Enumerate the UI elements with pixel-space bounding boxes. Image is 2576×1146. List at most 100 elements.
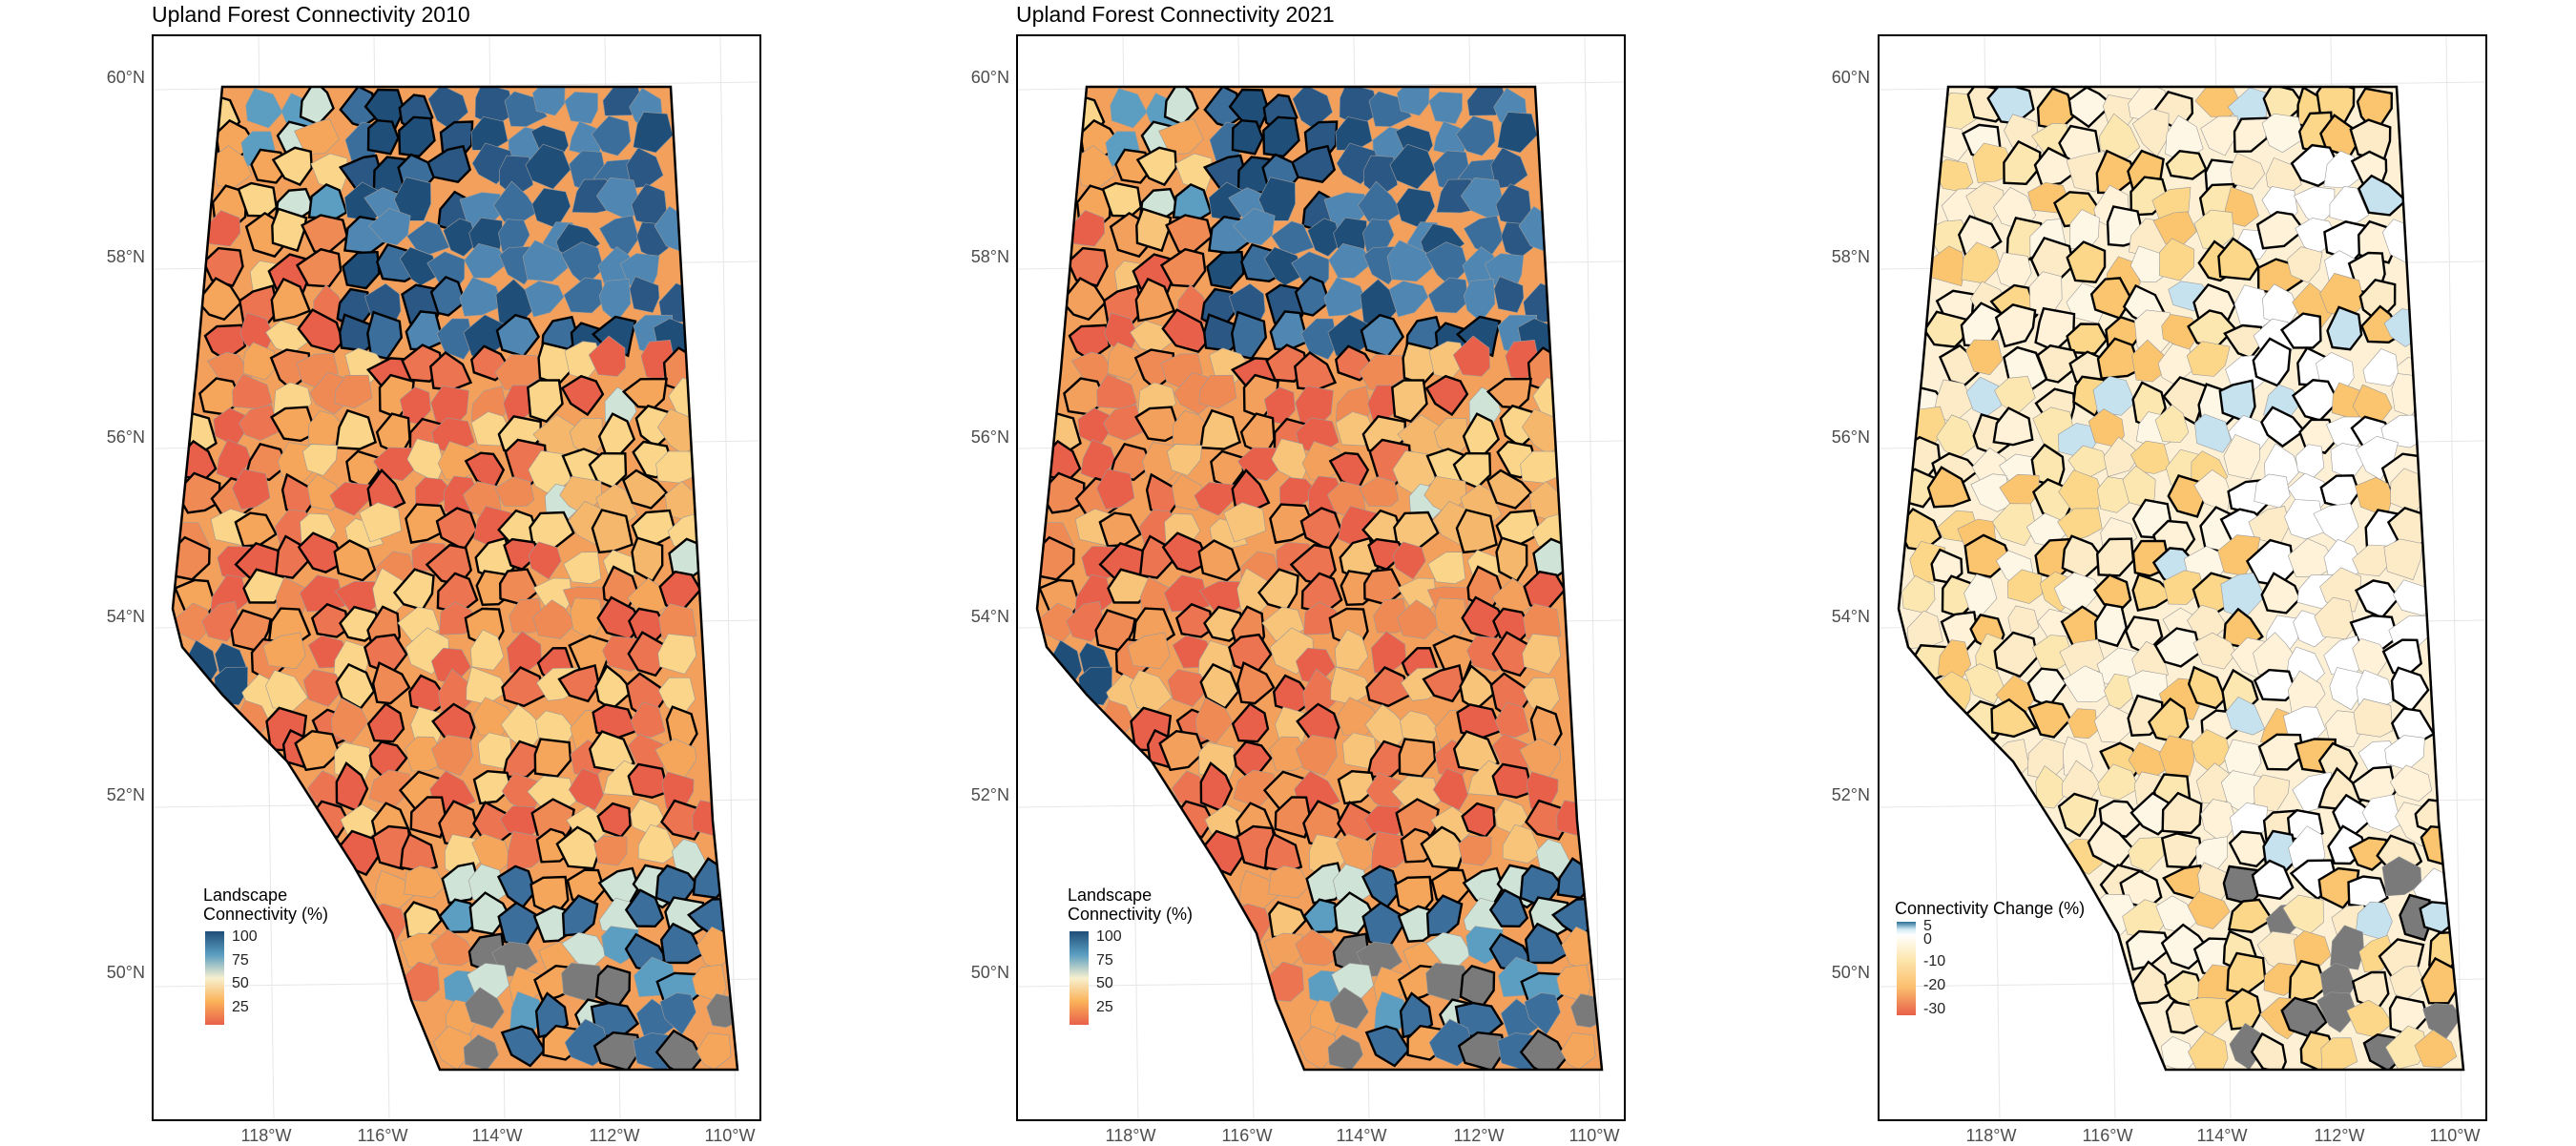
lat-label: 54°N bbox=[106, 607, 145, 626]
watershed-unit bbox=[1037, 535, 1075, 581]
province-boundary bbox=[171, 85, 739, 1072]
watershed-unit bbox=[525, 143, 571, 190]
alberta-connectivity-map-2010 bbox=[154, 36, 759, 1119]
watershed-unit bbox=[624, 888, 665, 928]
legend-tick: 100 bbox=[1096, 928, 1122, 945]
watershed-unit bbox=[692, 800, 726, 837]
watershed-unit bbox=[2130, 440, 2171, 474]
watershed-unit bbox=[371, 660, 411, 705]
watershed-unit bbox=[1992, 406, 2034, 447]
watershed-unit bbox=[1135, 146, 1177, 187]
watershed-unit bbox=[1161, 531, 1211, 573]
watershed-unit bbox=[2255, 210, 2306, 250]
watershed-unit bbox=[2253, 668, 2297, 702]
lat-label: 56°N bbox=[106, 427, 145, 447]
watershed-unit bbox=[1305, 862, 1346, 905]
watershed-unit bbox=[1167, 669, 1209, 707]
watershed-unit bbox=[472, 769, 513, 805]
watershed-unit bbox=[1930, 245, 1965, 287]
watershed-unit bbox=[1455, 315, 1502, 358]
watershed-unit bbox=[409, 796, 447, 839]
watershed-unit bbox=[330, 698, 369, 744]
lat-label: 56°N bbox=[970, 427, 1009, 447]
watershed-unit bbox=[295, 247, 343, 288]
map-frame bbox=[1878, 34, 2487, 1121]
lon-label: 118°W bbox=[1965, 1126, 2017, 1145]
watershed-unit bbox=[560, 374, 605, 417]
lon-label: 110°W bbox=[704, 1126, 756, 1145]
map-frame bbox=[1016, 34, 1626, 1121]
legend-tick: 50 bbox=[232, 975, 249, 991]
watershed-unit bbox=[2228, 830, 2271, 868]
watershed-unit bbox=[627, 762, 670, 799]
watershed-unit bbox=[342, 250, 381, 290]
watershed-unit bbox=[2159, 735, 2195, 777]
watershed-unit bbox=[294, 118, 340, 156]
watershed-unit bbox=[2320, 1037, 2358, 1070]
lat-label: 52°N bbox=[970, 785, 1009, 804]
watershed-unit bbox=[1096, 469, 1135, 510]
watershed-units bbox=[1899, 87, 2463, 1070]
watershed-unit bbox=[239, 404, 280, 442]
legend-tick: 25 bbox=[1096, 999, 1113, 1015]
watershed-unit bbox=[201, 600, 240, 642]
watershed-unit bbox=[1524, 922, 1568, 965]
legend-tick: 0 bbox=[1923, 931, 1932, 948]
lon-label: 116°W bbox=[2082, 1126, 2133, 1145]
watershed-unit bbox=[436, 318, 474, 360]
watershed-unit bbox=[1295, 735, 1338, 777]
watershed-unit bbox=[1107, 342, 1141, 381]
watershed-unit bbox=[2194, 413, 2232, 453]
watershed-unit bbox=[2348, 836, 2392, 871]
watershed-unit bbox=[262, 632, 306, 670]
watershed-unit bbox=[2385, 1025, 2428, 1070]
watershed-unit bbox=[563, 552, 602, 585]
watershed-unit bbox=[232, 469, 271, 510]
legend-tick: -30 bbox=[1923, 1001, 1946, 1017]
lon-label: 114°W bbox=[471, 1126, 523, 1145]
watershed-unit bbox=[1389, 143, 1436, 190]
watershed-unit bbox=[1502, 823, 1542, 864]
watershed-unit bbox=[555, 825, 602, 870]
watershed-unit bbox=[1327, 1034, 1363, 1070]
watershed-unit bbox=[173, 535, 211, 581]
watershed-unit bbox=[430, 735, 473, 777]
watershed-unit bbox=[366, 118, 400, 156]
watershed-unit bbox=[591, 315, 637, 358]
watershed-unit bbox=[1497, 112, 1538, 154]
watershed-unit bbox=[335, 408, 378, 450]
watershed-unit bbox=[2250, 1031, 2287, 1070]
watershed-unit bbox=[2187, 890, 2231, 929]
watershed-unit bbox=[1455, 115, 1496, 156]
watershed-unit bbox=[2293, 930, 2332, 968]
watershed-unit bbox=[2057, 792, 2099, 838]
watershed-unit bbox=[1334, 629, 1369, 671]
watershed-unit bbox=[1103, 404, 1145, 442]
watershed-unit bbox=[2414, 1030, 2458, 1069]
watershed-unit bbox=[2362, 348, 2399, 387]
watershed-unit bbox=[366, 310, 404, 361]
watershed-unit bbox=[310, 602, 350, 638]
watershed-unit bbox=[524, 281, 565, 318]
watershed-unit bbox=[2389, 764, 2433, 802]
watershed-unit bbox=[359, 502, 402, 543]
watershed-unit bbox=[1965, 339, 2004, 376]
watershed-unit bbox=[271, 207, 308, 253]
watershed-unit bbox=[2162, 570, 2204, 605]
panel-title: Upland Forest Connectivity 2021 bbox=[1016, 2, 1335, 27]
watershed-unit bbox=[592, 1031, 642, 1070]
watershed-unit bbox=[522, 240, 569, 282]
lon-label: 114°W bbox=[1336, 1126, 1387, 1145]
alberta-connectivity-map-2021 bbox=[1018, 36, 1624, 1119]
watershed-unit bbox=[1323, 277, 1368, 317]
watershed-units bbox=[1037, 87, 1602, 1070]
watershed-unit bbox=[2260, 572, 2302, 615]
lat-label: 60°N bbox=[1831, 68, 1870, 87]
lat-label: 52°N bbox=[106, 785, 145, 804]
watershed-unit bbox=[2066, 323, 2109, 355]
watershed-unit bbox=[1455, 509, 1498, 554]
watershed-unit bbox=[1424, 374, 1469, 417]
watershed-unit bbox=[459, 277, 504, 317]
lon-label: 110°W bbox=[1568, 1126, 1620, 1145]
watershed-unit bbox=[494, 476, 535, 507]
